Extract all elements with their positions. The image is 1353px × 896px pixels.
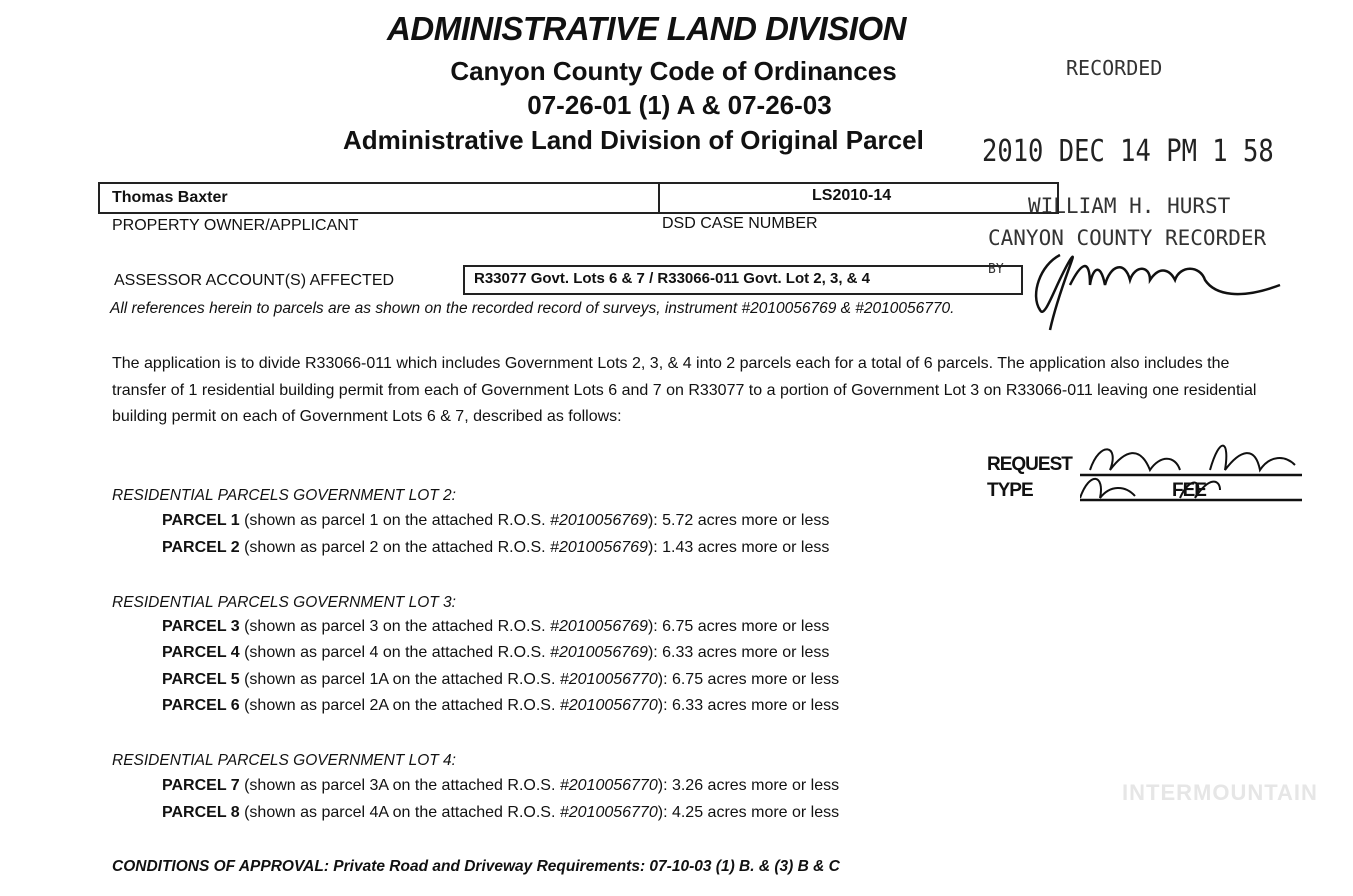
parcel-label: PARCEL 5 xyxy=(162,671,240,688)
parcel-item: PARCEL 8 (shown as parcel 4A on the atta… xyxy=(162,804,839,822)
owner-case-box xyxy=(98,182,1059,214)
document-heading: Administrative Land Division of Original… xyxy=(343,125,924,155)
request-handwriting xyxy=(1080,444,1302,502)
parcel-desc: (shown as parcel 2A on the attached R.O.… xyxy=(239,697,560,714)
assessor-label: ASSESSOR ACCOUNT(S) AFFECTED xyxy=(114,272,395,289)
parcel-desc: (shown as parcel 2 on the attached R.O.S… xyxy=(239,539,551,556)
ros-number: #2010056770 xyxy=(559,777,658,794)
owner-label: PROPERTY OWNER/APPLICANT xyxy=(112,217,359,234)
recorder-name: WILLIAM H. HURST xyxy=(1028,194,1231,218)
parcel-item: PARCEL 5 (shown as parcel 1A on the atta… xyxy=(162,671,839,689)
section-heading-lot4: RESIDENTIAL PARCELS GOVERNMENT LOT 4: xyxy=(112,752,456,769)
ros-number: #2010056769 xyxy=(550,618,648,635)
recorder-title: CANYON COUNTY RECORDER xyxy=(988,226,1267,250)
parcel-label: PARCEL 6 xyxy=(162,697,240,714)
references-note: All references herein to parcels are as … xyxy=(110,300,955,317)
ordinance-number: 07-26-01 (1) A & 07-26-03 xyxy=(527,90,832,120)
recorder-signature xyxy=(1034,253,1281,331)
recorded-datetime: 2010 DEC 14 PM 1 58 xyxy=(982,134,1274,169)
recorded-stamp: RECORDED xyxy=(1066,56,1163,80)
parcel-label: PARCEL 8 xyxy=(162,804,240,821)
parcel-item: PARCEL 4 (shown as parcel 4 on the attac… xyxy=(162,644,829,662)
parcel-label: PARCEL 3 xyxy=(162,618,240,635)
document-title: ADMINISTRATIVE LAND DIVISION xyxy=(387,10,906,47)
owner-value: Thomas Baxter xyxy=(112,189,228,206)
ros-number: #2010056770 xyxy=(559,804,658,821)
parcel-acreage: ): 6.33 acres more or less xyxy=(647,644,830,661)
parcel-acreage: ): 4.25 acres more or less xyxy=(657,804,840,821)
parcel-desc: (shown as parcel 4A on the attached R.O.… xyxy=(239,804,560,821)
parcel-desc: (shown as parcel 3 on the attached R.O.S… xyxy=(239,618,551,635)
parcel-item: PARCEL 3 (shown as parcel 3 on the attac… xyxy=(162,618,829,636)
assessor-value: R33077 Govt. Lots 6 & 7 / R33066-011 Gov… xyxy=(474,270,870,287)
conditions-of-approval: CONDITIONS OF APPROVAL: Private Road and… xyxy=(112,858,840,875)
box-divider xyxy=(658,184,660,212)
ros-number: #2010056770 xyxy=(559,697,658,714)
section-heading-lot3: RESIDENTIAL PARCELS GOVERNMENT LOT 3: xyxy=(112,594,456,611)
parcel-acreage: ): 6.75 acres more or less xyxy=(657,671,840,688)
ros-number: #2010056770 xyxy=(559,671,658,688)
section-heading-lot2: RESIDENTIAL PARCELS GOVERNMENT LOT 2: xyxy=(112,487,456,504)
parcel-label: PARCEL 4 xyxy=(162,644,240,661)
parcel-item: PARCEL 2 (shown as parcel 2 on the attac… xyxy=(162,539,829,557)
request-label: REQUEST xyxy=(987,454,1073,475)
parcel-item: PARCEL 6 (shown as parcel 2A on the atta… xyxy=(162,697,839,715)
parcel-desc: (shown as parcel 4 on the attached R.O.S… xyxy=(239,644,551,661)
document-subtitle: Canyon County Code of Ordinances xyxy=(450,56,897,86)
assessor-box xyxy=(463,265,1023,295)
ros-number: #2010056769 xyxy=(550,512,648,529)
application-description: The application is to divide R33066-011 … xyxy=(112,355,1257,425)
parcel-acreage: ): 6.75 acres more or less xyxy=(647,618,830,635)
parcel-label: PARCEL 7 xyxy=(162,777,240,794)
ros-number: #2010056769 xyxy=(550,539,648,556)
type-label: TYPE xyxy=(987,480,1034,501)
parcel-acreage: ): 1.43 acres more or less xyxy=(647,539,830,556)
parcel-acreage: ): 3.26 acres more or less xyxy=(657,777,840,794)
parcel-label: PARCEL 1 xyxy=(162,512,240,529)
case-number-value: LS2010-14 xyxy=(812,187,892,204)
parcel-acreage: ): 6.33 acres more or less xyxy=(657,697,840,714)
parcel-desc: (shown as parcel 1A on the attached R.O.… xyxy=(239,671,560,688)
parcel-item: PARCEL 7 (shown as parcel 3A on the atta… xyxy=(162,777,839,795)
parcel-desc: (shown as parcel 1 on the attached R.O.S… xyxy=(239,512,551,529)
parcel-item: PARCEL 1 (shown as parcel 1 on the attac… xyxy=(162,512,829,530)
parcel-desc: (shown as parcel 3A on the attached R.O.… xyxy=(239,777,560,794)
parcel-label: PARCEL 2 xyxy=(162,539,240,556)
case-number-label: DSD CASE NUMBER xyxy=(662,215,818,232)
watermark: INTERMOUNTAIN xyxy=(1122,780,1318,805)
parcel-acreage: ): 5.72 acres more or less xyxy=(647,512,830,529)
ros-number: #2010056769 xyxy=(550,644,648,661)
